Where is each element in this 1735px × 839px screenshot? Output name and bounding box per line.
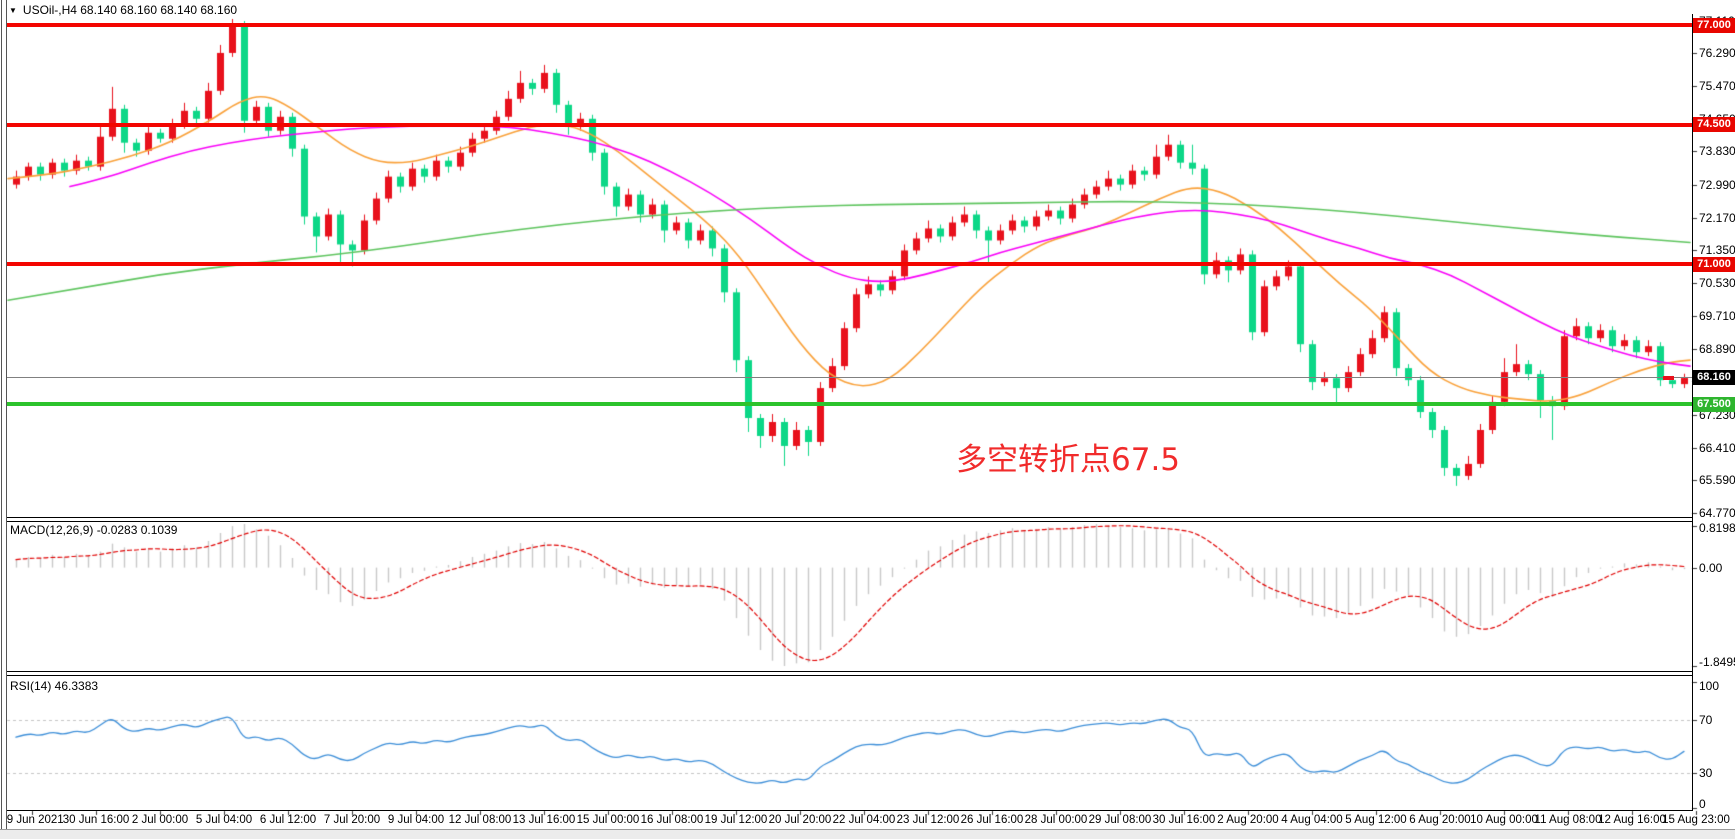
time-label: 5 Aug 12:00 — [1345, 814, 1407, 826]
price-tick-label: 65.590 — [1699, 473, 1735, 488]
panel-bottom-border — [0, 810, 1692, 811]
rsi-axis-label: 30 — [1699, 766, 1713, 780]
panel-separator-macd[interactable] — [0, 517, 1692, 522]
time-label: 29 Jul 08:00 — [1088, 814, 1152, 826]
time-label: 9 Jul 04:00 — [387, 814, 445, 826]
time-label: 22 Jul 04:00 — [832, 814, 896, 826]
price-tick-label: 75.470 — [1699, 79, 1735, 94]
price-tick-label: 76.290 — [1699, 46, 1735, 61]
time-label: 29 Jun 2021 — [0, 814, 64, 826]
time-label: 2 Aug 20:00 — [1217, 814, 1279, 826]
last-price-marker — [1663, 376, 1674, 380]
price-tick-label: 72.990 — [1699, 177, 1735, 192]
chevron-down-icon[interactable]: ▼ — [9, 6, 17, 15]
price-tick-label: 68.890 — [1699, 341, 1735, 356]
time-label: 6 Aug 20:00 — [1409, 814, 1471, 826]
time-label: 13 Jul 16:00 — [512, 814, 576, 826]
panel-separator-rsi[interactable] — [0, 671, 1692, 676]
hline-resistance-77.000[interactable] — [7, 23, 1692, 27]
price-tick-label: 70.530 — [1699, 276, 1735, 291]
window-bottom-strip — [0, 829, 1735, 839]
chart-border-line — [6, 0, 7, 829]
time-label: 15 Aug 23:00 — [1662, 814, 1730, 826]
window-frame-line — [1, 0, 2, 829]
price-badge-77.000: 77.000 — [1693, 17, 1735, 33]
chart-header: ▼ USOil-,H4 68.140 68.160 68.140 68.160 — [9, 3, 237, 17]
price-tick-label: 66.410 — [1699, 440, 1735, 455]
rsi-indicator-label: RSI(14) 46.3383 — [10, 679, 99, 693]
macd-axis-label: -1.8495 — [1699, 655, 1735, 669]
time-label: 30 Jul 16:00 — [1152, 814, 1216, 826]
rsi-axis-label: 0 — [1699, 797, 1706, 811]
price-tick-label: 69.710 — [1699, 308, 1735, 323]
hline-support-71.000[interactable] — [7, 262, 1692, 267]
hline-current-price-line[interactable] — [7, 377, 1692, 379]
price-badge-74.500: 74.500 — [1693, 117, 1735, 133]
time-label: 11 Aug 08:00 — [1534, 814, 1602, 826]
annotation-text[interactable]: 多空转折点67.5 — [956, 442, 1181, 478]
time-label: 12 Jul 08:00 — [448, 814, 512, 826]
symbol-ohlc-label: USOil-,H4 68.140 68.160 68.140 68.160 — [22, 3, 238, 17]
rsi-axis-label: 70 — [1699, 713, 1713, 727]
macd-axis-label: 0.00 — [1699, 560, 1723, 575]
time-label: 6 Jul 12:00 — [259, 814, 317, 826]
price-tick-label: 73.830 — [1699, 144, 1735, 159]
price-tick-label: 71.350 — [1699, 243, 1735, 258]
time-label: 28 Jul 00:00 — [1024, 814, 1088, 826]
time-label: 5 Jul 04:00 — [195, 814, 253, 826]
price-badge-71.000: 71.000 — [1693, 256, 1735, 272]
time-label: 15 Jul 00:00 — [576, 814, 640, 826]
price-tick-label: 72.170 — [1699, 210, 1735, 225]
left-window-border — [0, 0, 7, 829]
time-label: 19 Jul 12:00 — [704, 814, 768, 826]
time-label: 4 Aug 04:00 — [1281, 814, 1343, 826]
price-axis-border — [1692, 14, 1693, 811]
price-badge-67.500: 67.500 — [1693, 396, 1735, 412]
time-label: 30 Jun 16:00 — [62, 814, 130, 826]
hline-support-67.500[interactable] — [7, 402, 1692, 407]
hline-resistance-74.500[interactable] — [7, 122, 1692, 127]
time-label: 23 Jul 12:00 — [896, 814, 960, 826]
rsi-axis-label: 100 — [1699, 679, 1720, 693]
time-label: 16 Jul 08:00 — [640, 814, 704, 826]
price-tick-label: 64.770 — [1699, 505, 1735, 520]
time-label: 20 Jul 20:00 — [768, 814, 832, 826]
time-label: 10 Aug 00:00 — [1470, 814, 1538, 826]
price-badge-68.160: 68.160 — [1693, 370, 1735, 386]
macd-axis-label: 0.8198 — [1699, 521, 1735, 535]
time-label: 7 Jul 20:00 — [323, 814, 381, 826]
time-label: 26 Jul 16:00 — [960, 814, 1024, 826]
time-label: 2 Jul 00:00 — [131, 814, 189, 826]
time-label: 12 Aug 16:00 — [1598, 814, 1666, 826]
macd-indicator-label: MACD(12,26,9) -0.0283 0.1039 — [10, 523, 178, 537]
